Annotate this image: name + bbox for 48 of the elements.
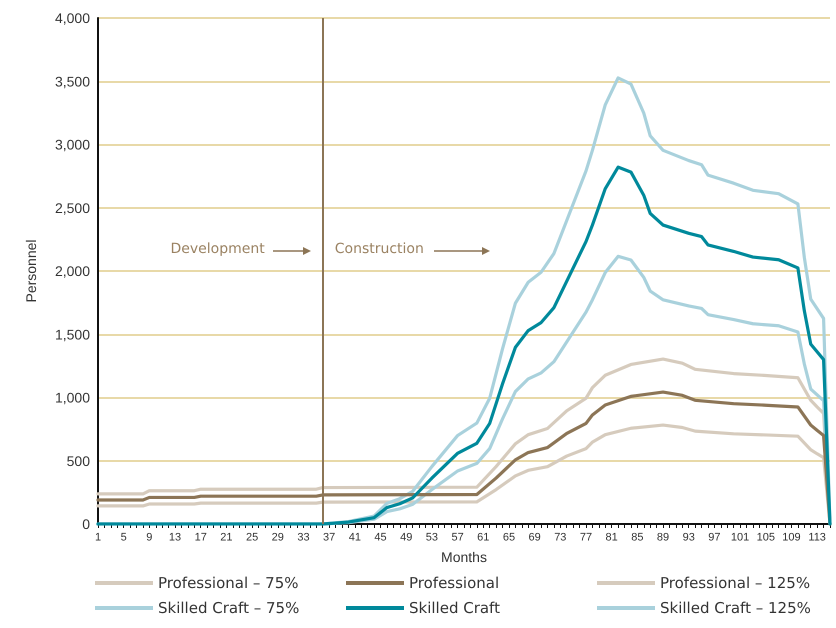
x-tick-label: 73 <box>554 532 566 544</box>
x-tick-label: 17 <box>194 532 207 544</box>
x-tick-label: 97 <box>708 532 721 544</box>
y-tick-label: 1,500 <box>54 326 90 342</box>
x-tick-label: 53 <box>426 532 438 544</box>
x-tick-label: 77 <box>580 532 592 544</box>
x-tick-label: 9 <box>146 532 152 544</box>
y-tick-label: 3,000 <box>54 136 90 152</box>
y-tick-label: 2,500 <box>54 200 90 216</box>
x-tick-label: 57 <box>451 532 464 544</box>
annotation: Construction <box>334 241 424 257</box>
x-tick-label: 81 <box>606 532 618 544</box>
x-tick-label: 13 <box>168 532 182 544</box>
x-tick-label: 29 <box>272 532 284 544</box>
x-tick-label: 105 <box>756 532 775 544</box>
y-tick-label: 0 <box>82 516 90 532</box>
x-tick-label: 61 <box>477 532 490 544</box>
y-tick-label: 1,000 <box>54 390 90 406</box>
x-tick-label: 65 <box>502 532 516 544</box>
y-tick-label: 4,000 <box>54 10 90 26</box>
x-tick-label: 45 <box>374 532 387 544</box>
legend-label: Skilled Craft – 75% <box>158 599 300 617</box>
x-axis-title: Months <box>441 549 487 565</box>
y-tick-label: 3,500 <box>54 73 90 90</box>
x-tick-label: 93 <box>682 532 695 544</box>
x-tick-label: 85 <box>631 532 644 544</box>
x-tick-label: 41 <box>348 532 361 544</box>
legend-label: Professional <box>409 574 500 592</box>
x-tick-label: 37 <box>323 532 336 544</box>
x-tick-label: 21 <box>220 532 233 544</box>
y-axis-title: Personnel <box>23 239 39 303</box>
x-tick-label: 69 <box>528 532 541 544</box>
y-tick-label: 2,000 <box>54 263 90 279</box>
x-tick-label: 49 <box>400 532 412 544</box>
legend-label: Professional – 125% <box>660 574 810 592</box>
x-tick-label: 109 <box>782 532 801 544</box>
legend-label: Skilled Craft – 125% <box>660 599 811 617</box>
annotation: Development <box>170 241 265 257</box>
x-tick-label: 1 <box>94 532 102 544</box>
x-tick-label: 89 <box>656 532 670 544</box>
legend-label: Skilled Craft <box>409 599 500 617</box>
x-tick-label: 5 <box>120 532 127 544</box>
y-tick-label: 500 <box>66 452 90 469</box>
x-tick-label: 113 <box>808 532 826 544</box>
legend-label: Professional – 75% <box>158 574 299 592</box>
x-tick-label: 33 <box>297 532 310 544</box>
x-tick-label: 101 <box>730 532 750 544</box>
x-tick-label: 25 <box>246 532 258 544</box>
